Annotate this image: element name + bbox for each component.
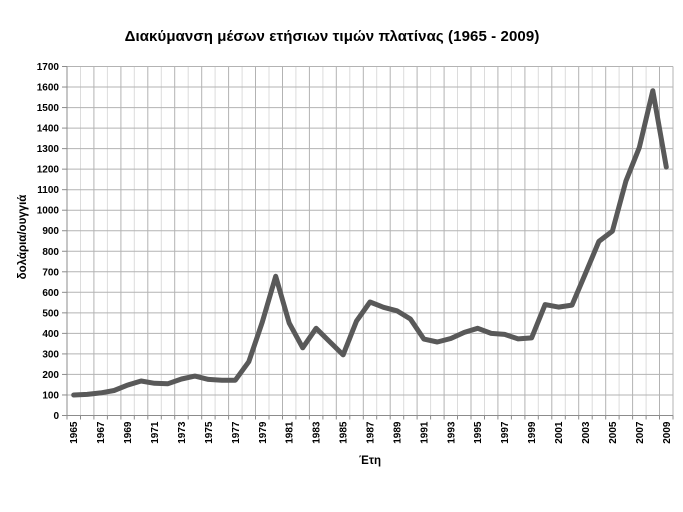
svg-text:1979: 1979 — [258, 421, 269, 444]
svg-text:500: 500 — [42, 308, 59, 319]
svg-text:400: 400 — [42, 329, 59, 340]
svg-text:1985: 1985 — [339, 421, 350, 444]
svg-text:1971: 1971 — [150, 421, 161, 444]
svg-text:1975: 1975 — [204, 421, 215, 444]
svg-text:1600: 1600 — [37, 83, 60, 94]
svg-text:1977: 1977 — [231, 421, 242, 444]
svg-text:800: 800 — [42, 247, 59, 258]
svg-text:1981: 1981 — [285, 421, 296, 444]
svg-text:2009: 2009 — [662, 421, 673, 444]
svg-text:600: 600 — [42, 288, 59, 299]
svg-text:1999: 1999 — [527, 421, 538, 444]
svg-text:0: 0 — [53, 411, 59, 422]
svg-text:1989: 1989 — [392, 421, 403, 444]
svg-text:1200: 1200 — [37, 165, 60, 176]
svg-text:1300: 1300 — [37, 144, 60, 155]
svg-text:2003: 2003 — [581, 421, 592, 444]
svg-text:1987: 1987 — [366, 421, 377, 444]
svg-text:1973: 1973 — [177, 421, 188, 444]
svg-text:1991: 1991 — [419, 421, 430, 444]
svg-text:1995: 1995 — [473, 421, 484, 444]
svg-text:1969: 1969 — [123, 421, 134, 444]
svg-text:1700: 1700 — [37, 62, 60, 73]
svg-text:1997: 1997 — [500, 421, 511, 444]
svg-text:2007: 2007 — [635, 421, 646, 444]
svg-text:1983: 1983 — [312, 421, 323, 444]
svg-text:100: 100 — [42, 391, 59, 402]
svg-text:2001: 2001 — [554, 421, 565, 444]
svg-text:1100: 1100 — [37, 185, 59, 196]
chart-title: Διακύμανση μέσων ετήσιων τιμών πλατίνας … — [124, 28, 540, 45]
svg-text:1500: 1500 — [37, 103, 60, 114]
svg-text:1400: 1400 — [37, 124, 60, 135]
svg-text:1965: 1965 — [69, 421, 80, 444]
svg-text:1000: 1000 — [37, 206, 60, 217]
svg-text:2005: 2005 — [608, 421, 619, 444]
svg-text:700: 700 — [42, 267, 59, 278]
x-axis-title: Έτη — [359, 455, 381, 467]
svg-text:1967: 1967 — [96, 421, 107, 444]
svg-text:1993: 1993 — [446, 421, 457, 444]
svg-text:900: 900 — [42, 226, 59, 237]
svg-text:300: 300 — [42, 349, 59, 360]
svg-text:200: 200 — [42, 370, 59, 381]
